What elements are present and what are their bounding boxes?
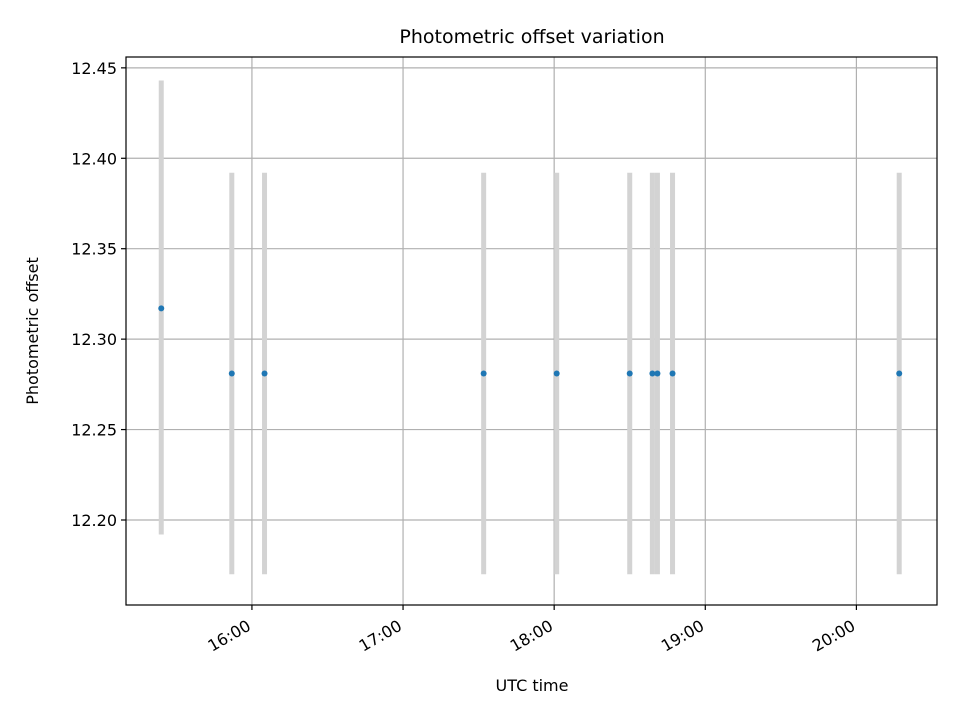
y-tick-label: 12.35 [71, 240, 117, 259]
y-tick-label: 12.30 [71, 330, 117, 349]
data-point [228, 370, 235, 377]
data-point [896, 370, 903, 377]
y-tick-label: 12.40 [71, 149, 117, 168]
data-point [669, 370, 676, 377]
data-point [553, 370, 560, 377]
y-tick-label: 12.20 [71, 511, 117, 530]
x-axis-label: UTC time [496, 676, 569, 695]
y-tick-label: 12.45 [71, 59, 117, 78]
y-tick-label: 12.25 [71, 421, 117, 440]
data-point [649, 370, 656, 377]
plot-frame [125, 56, 938, 606]
data-point [480, 370, 487, 377]
data-point [654, 370, 661, 377]
data-point [626, 370, 633, 377]
chart-title: Photometric offset variation [399, 26, 664, 48]
data-points [158, 305, 903, 377]
data-point [158, 305, 165, 312]
y-axis-label: Photometric offset [23, 257, 42, 405]
data-point [261, 370, 268, 377]
grid [126, 57, 937, 605]
y-axis-ticks: 12.20 12.25 12.30 12.35 12.40 12.45 [71, 59, 126, 530]
